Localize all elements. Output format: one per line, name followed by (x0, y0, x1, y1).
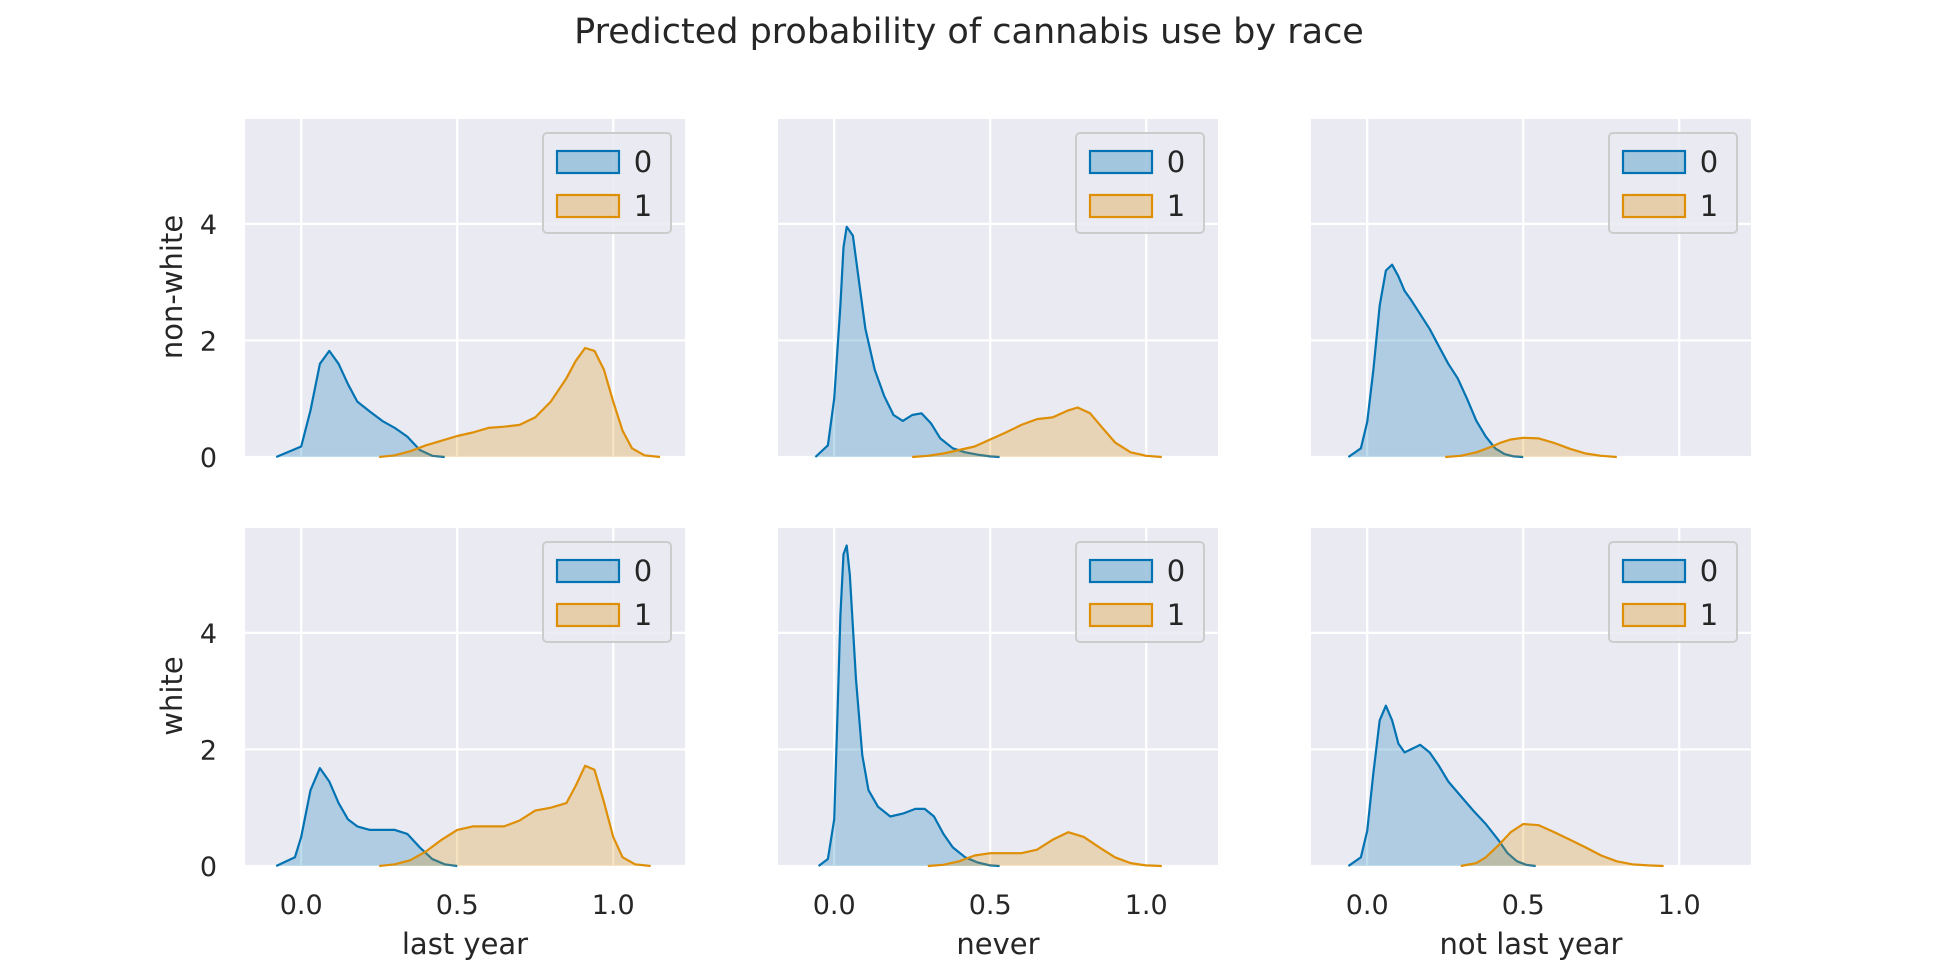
legend-label-1: 1 (1700, 598, 1718, 632)
legend-swatch-1 (555, 193, 621, 219)
legend: 01 (1075, 541, 1205, 643)
x-tick-label: 1.0 (1125, 890, 1168, 921)
legend-swatch-1 (1088, 193, 1154, 219)
kde-area-series-0 (818, 545, 1000, 866)
legend-swatch-0 (1088, 149, 1154, 175)
x-tick-label: 0.0 (813, 890, 856, 921)
legend-swatch-0 (1621, 149, 1687, 175)
legend-label-1: 1 (1167, 189, 1185, 223)
kde-area-series-0 (1348, 264, 1524, 457)
kde-area-series-0 (276, 350, 445, 457)
kde-area-series-1 (1445, 437, 1617, 457)
legend-frame (542, 541, 672, 643)
x-tick-label: 0.5 (969, 890, 1012, 921)
kde-area-series-1 (379, 765, 651, 866)
col-label-last-year: last year (401, 927, 529, 961)
kde-line-series-1 (1445, 436, 1617, 459)
kde-area-series-0 (276, 768, 458, 866)
legend-label-0: 0 (634, 554, 652, 588)
x-tick-label: 0.5 (1502, 890, 1545, 921)
panel-non-white-last-year: 01 (245, 119, 685, 459)
kde-line-series-1 (927, 831, 1162, 868)
legend-label-0: 0 (634, 145, 652, 179)
legend-label-1: 1 (634, 189, 652, 223)
x-tick-label: 1.0 (1658, 890, 1701, 921)
x-tick-label: 0.0 (280, 890, 323, 921)
legend-frame (1608, 132, 1738, 234)
legend-swatch-1 (1088, 602, 1154, 628)
x-tick-label: 0.5 (436, 890, 479, 921)
x-tick-label: 0.0 (1346, 890, 1389, 921)
legend-frame (1075, 132, 1205, 234)
panel-white-never: 01 (778, 528, 1218, 868)
legend-label-1: 1 (634, 598, 652, 632)
kde-line-series-1 (912, 406, 1162, 459)
kde-line-series-1 (379, 346, 661, 459)
kde-area-series-1 (1460, 824, 1664, 866)
col-label-never: never (956, 927, 1040, 961)
legend-frame (1608, 541, 1738, 643)
kde-area-series-0 (815, 226, 1000, 457)
legend-swatch-0 (555, 149, 621, 175)
y-tick-label: 0 (200, 443, 217, 474)
kde-line-series-0 (1347, 704, 1536, 868)
panel-white-not-last-year: 01 (1311, 528, 1751, 868)
kde-line-series-0 (817, 544, 1000, 868)
legend: 01 (1608, 132, 1738, 234)
y-tick-label: 0 (200, 852, 217, 883)
kde-line-series-0 (1347, 263, 1524, 459)
legend-swatch-0 (555, 558, 621, 584)
y-tick-label: 4 (200, 619, 217, 650)
kde-line-series-1 (379, 764, 651, 868)
legend-swatch-1 (555, 602, 621, 628)
y-tick-label: 2 (200, 735, 217, 766)
y-tick-label: 2 (200, 326, 217, 357)
legend: 01 (542, 541, 672, 643)
legend: 01 (542, 132, 672, 234)
legend-swatch-1 (1621, 602, 1687, 628)
row-label-non-white: non-white (155, 214, 189, 360)
legend-swatch-0 (1088, 558, 1154, 584)
panel-white-last-year: 01 (245, 528, 685, 868)
legend-swatch-1 (1621, 193, 1687, 219)
legend-frame (1075, 541, 1205, 643)
legend: 01 (1608, 541, 1738, 643)
legend-label-0: 0 (1167, 145, 1185, 179)
col-label-not-last-year: not last year (1439, 927, 1623, 961)
legend-frame (542, 132, 672, 234)
kde-line-series-0 (275, 349, 445, 459)
kde-line-series-0 (275, 767, 458, 868)
kde-area-series-0 (1348, 705, 1536, 866)
legend-label-0: 0 (1700, 145, 1718, 179)
panel-non-white-not-last-year: 01 (1311, 119, 1751, 459)
chart-title: Predicted probability of cannabis use by… (574, 12, 1364, 52)
kde-area-series-1 (379, 348, 661, 457)
legend-label-1: 1 (1167, 598, 1185, 632)
row-label-white: white (155, 656, 189, 736)
panel-non-white-never: 01 (778, 119, 1218, 459)
legend: 01 (1075, 132, 1205, 234)
legend-label-0: 0 (1167, 554, 1185, 588)
kde-area-series-1 (912, 407, 1162, 457)
kde-line-series-1 (1460, 822, 1664, 868)
kde-area-series-1 (927, 832, 1162, 866)
legend-label-1: 1 (1700, 189, 1718, 223)
y-tick-label: 4 (200, 210, 217, 241)
legend-label-0: 0 (1700, 554, 1718, 588)
x-tick-label: 1.0 (592, 890, 635, 921)
legend-swatch-0 (1621, 558, 1687, 584)
